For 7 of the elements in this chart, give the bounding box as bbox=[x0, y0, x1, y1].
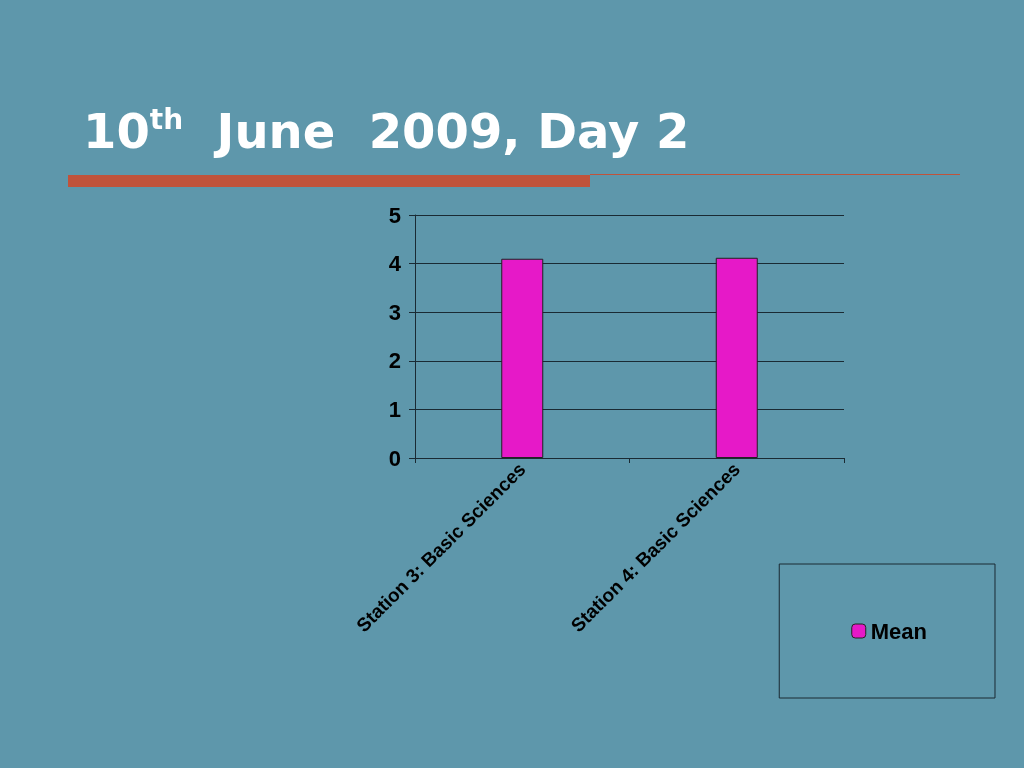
y-tick-label: 0 bbox=[388, 445, 401, 471]
legend-label: Mean bbox=[870, 618, 928, 644]
y-tick-label: 3 bbox=[388, 299, 401, 325]
y-tick-label: 2 bbox=[388, 348, 401, 374]
y-tick-label: 1 bbox=[388, 396, 401, 422]
y-tick-label: 4 bbox=[388, 251, 402, 277]
y-tick-label: 5 bbox=[388, 202, 401, 228]
